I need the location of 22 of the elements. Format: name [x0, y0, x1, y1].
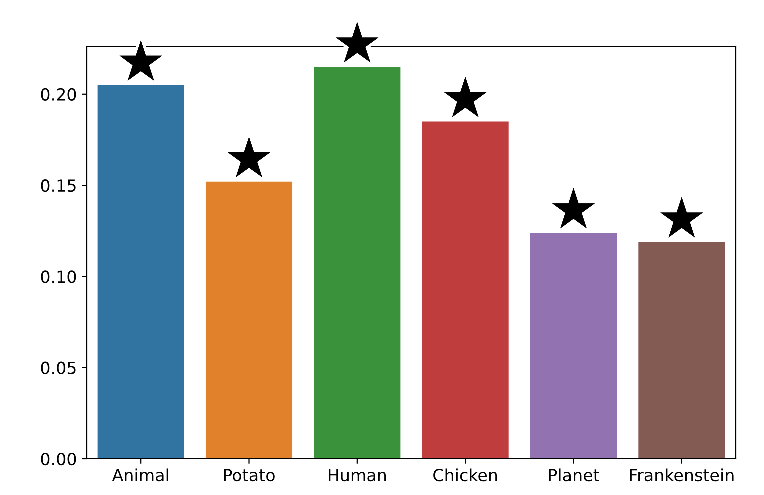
bar [314, 67, 401, 459]
y-tick-label: 0.10 [41, 270, 76, 284]
bar [206, 182, 293, 459]
bar [98, 85, 184, 459]
y-tick-label: 0.15 [41, 180, 76, 192]
bar [530, 232, 618, 459]
annotation: ★ [444, 76, 487, 118]
y-tick-label: 0.00 [41, 452, 76, 466]
x-tick-label: Frankenstein [630, 468, 734, 482]
annotation: ★ [120, 40, 162, 81]
x-tick-label: Animal [112, 468, 168, 482]
x-tick-label: Potato [224, 469, 275, 482]
bar [422, 122, 509, 459]
annotation: ★ [228, 137, 271, 178]
x-tick-label: Human [329, 469, 386, 482]
x-tick-label: Planet [549, 468, 600, 482]
y-tick-label: 0.20 [41, 88, 76, 101]
annotation: ★ [660, 197, 704, 238]
y-tick-label: 0.05 [41, 362, 76, 374]
annotation: ★ [552, 188, 596, 229]
x-tick-label: Chicken [434, 468, 498, 482]
bar [638, 242, 726, 459]
